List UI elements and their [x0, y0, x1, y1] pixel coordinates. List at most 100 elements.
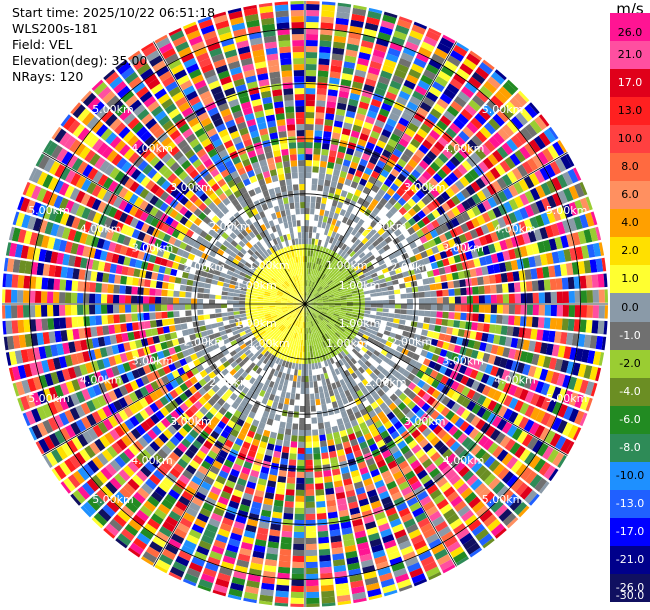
- velocity-gate: [307, 286, 310, 293]
- velocity-gate: [446, 83, 460, 95]
- velocity-gate: [359, 133, 369, 142]
- velocity-gate: [394, 211, 403, 220]
- velocity-gate: [305, 405, 311, 413]
- velocity-gate: [528, 172, 540, 186]
- velocity-gate: [353, 246, 360, 253]
- velocity-gate: [370, 296, 377, 301]
- velocity-gate: [311, 288, 316, 295]
- velocity-gate: [544, 292, 551, 303]
- velocity-gate: [293, 411, 299, 418]
- velocity-gate: [476, 190, 487, 202]
- velocity-gate: [305, 99, 315, 107]
- velocity-gate: [403, 79, 416, 90]
- velocity-gate: [41, 305, 48, 317]
- velocity-gate: [295, 495, 305, 502]
- velocity-gate: [318, 172, 326, 180]
- velocity-gate: [412, 213, 422, 223]
- velocity-gate: [297, 369, 302, 376]
- velocity-gate: [447, 281, 455, 289]
- velocity-gate: [346, 277, 353, 282]
- velocity-gate: [435, 226, 444, 236]
- velocity-gate: [331, 218, 337, 226]
- velocity-gate: [327, 161, 335, 169]
- velocity-gate: [592, 305, 599, 319]
- velocity-gate: [320, 22, 334, 30]
- velocity-gate: [321, 221, 327, 229]
- velocity-gate: [309, 256, 313, 263]
- velocity-gate: [308, 238, 312, 245]
- velocity-gate: [298, 363, 302, 370]
- velocity-gate: [319, 279, 324, 286]
- velocity-gate: [342, 67, 354, 75]
- velocity-gate: [422, 96, 435, 108]
- velocity-gate: [314, 238, 319, 246]
- velocity-gate: [440, 223, 449, 233]
- velocity-gate: [315, 295, 322, 300]
- velocity-gate: [449, 156, 461, 167]
- velocity-gate: [233, 307, 240, 312]
- velocity-gate: [426, 150, 437, 161]
- velocity-gate: [336, 272, 343, 278]
- velocity-gate: [441, 132, 453, 143]
- velocity-gate: [209, 294, 216, 299]
- velocity-gate: [492, 206, 502, 218]
- velocity-gate: [461, 211, 471, 222]
- velocity-gate: [491, 180, 502, 193]
- velocity-gate: [422, 278, 430, 285]
- velocity-gate: [442, 311, 449, 319]
- velocity-gate: [155, 312, 162, 320]
- velocity-gate: [308, 294, 313, 300]
- velocity-gate: [442, 297, 449, 304]
- velocity-gate: [382, 299, 389, 304]
- velocity-gate: [395, 122, 407, 133]
- velocity-gate: [490, 167, 501, 180]
- velocity-gate: [586, 305, 593, 318]
- velocity-gate: [357, 197, 365, 205]
- velocity-gate: [197, 309, 204, 315]
- velocity-gate: [453, 73, 467, 85]
- velocity-gate: [313, 154, 321, 161]
- velocity-gate: [125, 295, 132, 304]
- velocity-gate: [307, 345, 310, 352]
- velocity-gate: [365, 141, 376, 151]
- velocity-gate: [47, 278, 55, 290]
- velocity-gate: [120, 323, 128, 333]
- velocity-gate: [314, 392, 320, 400]
- velocity-gate: [323, 131, 332, 138]
- velocity-gate: [326, 198, 333, 206]
- velocity-gate: [574, 183, 585, 198]
- velocity-gate: [316, 501, 326, 508]
- velocity-gate: [143, 312, 150, 321]
- velocity-gate: [486, 99, 500, 113]
- velocity-gate: [285, 495, 295, 502]
- velocity-gate: [59, 317, 67, 329]
- velocity-gate: [307, 351, 311, 358]
- velocity-gate: [113, 304, 120, 314]
- velocity-gate: [568, 185, 579, 200]
- velocity-gate: [431, 53, 445, 65]
- velocity-gate: [520, 304, 527, 315]
- velocity-gate: [296, 381, 301, 388]
- velocity-gate: [233, 296, 240, 301]
- velocity-gate: [538, 304, 545, 316]
- velocity-gate: [531, 316, 539, 328]
- velocity-gate: [477, 322, 484, 332]
- velocity-gate: [348, 98, 359, 107]
- velocity-gate: [280, 391, 286, 398]
- velocity-gate: [453, 95, 467, 108]
- velocity-gate: [310, 250, 314, 257]
- velocity-gate: [428, 255, 437, 263]
- velocity-gate: [321, 197, 327, 205]
- velocity-gate: [393, 284, 400, 290]
- velocity-gate: [426, 212, 436, 222]
- velocity-gate: [119, 314, 126, 323]
- velocity-gate: [340, 79, 352, 87]
- velocity-gate: [442, 241, 451, 250]
- velocity-gate: [206, 329, 214, 336]
- velocity-gate: [456, 68, 470, 81]
- velocity-gate: [333, 277, 339, 283]
- velocity-gate: [294, 399, 300, 406]
- velocity-gate: [363, 84, 375, 93]
- velocity-gate: [497, 190, 508, 203]
- velocity-gate: [400, 265, 408, 273]
